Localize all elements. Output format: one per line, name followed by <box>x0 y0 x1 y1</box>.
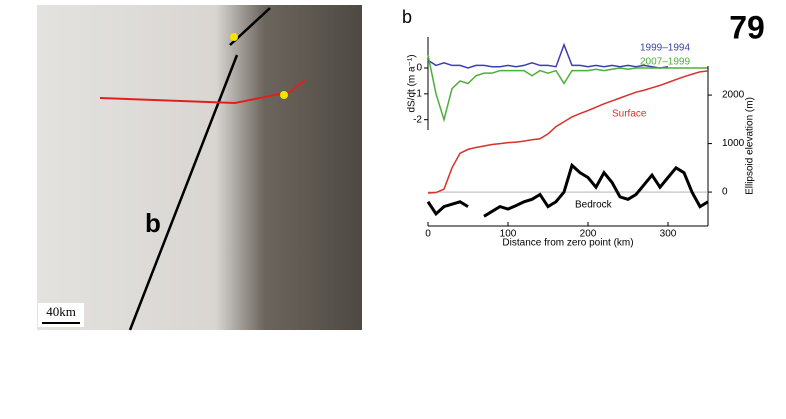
y-axis-title: Ellipsoid elevation (m) <box>745 97 756 195</box>
x-tick-label: 200 <box>580 229 597 240</box>
series-label: Surface <box>612 109 647 120</box>
y-tick-label: 0 <box>722 187 728 198</box>
y-tick-label: 0 <box>416 63 422 74</box>
y-tick-label: -1 <box>413 88 422 99</box>
y-axis-title: dS/dt (m a⁻¹) <box>407 54 418 112</box>
series-line <box>427 42 669 69</box>
x-axis-title: Distance from zero point (km) <box>502 238 633 249</box>
satellite-image <box>37 5 362 330</box>
series-line <box>427 70 709 194</box>
marker <box>280 91 288 99</box>
series-line <box>426 162 709 218</box>
y-tick-label: 2000 <box>722 90 745 101</box>
series-label: 1999–1994 <box>640 43 690 54</box>
x-tick-label: 300 <box>660 229 677 240</box>
series-label: 2007–1999 <box>640 57 690 68</box>
scale-label: 40km <box>46 304 76 319</box>
series-line <box>427 54 708 123</box>
transect-line <box>128 54 239 331</box>
x-tick-label: 0 <box>425 229 431 240</box>
series-label: Bedrock <box>575 200 613 211</box>
marker <box>230 33 238 41</box>
panel-label: b <box>402 7 412 27</box>
flowline <box>99 79 306 105</box>
y-tick-label: -2 <box>413 114 422 125</box>
map-label: b <box>145 208 161 238</box>
x-tick-label: 100 <box>500 229 517 240</box>
y-tick-label: 1000 <box>722 138 745 149</box>
panel-number: 79 <box>729 9 765 45</box>
